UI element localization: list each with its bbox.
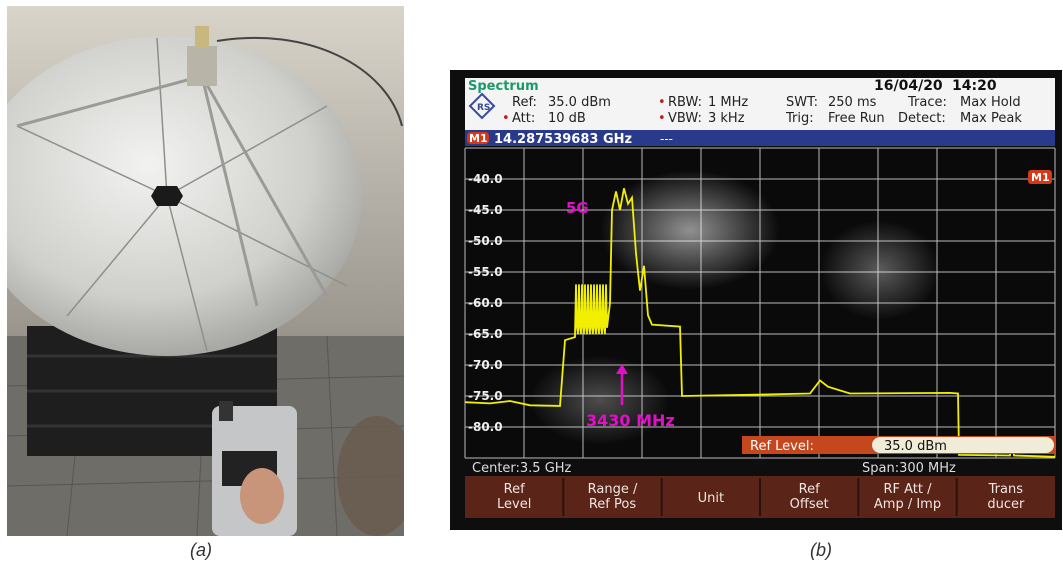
detect-value: Max Peak [960,111,1022,126]
rbw-label: RBW: [668,95,702,110]
y-tick-label: -55.0 [468,265,503,279]
y-tick-label: -50.0 [468,234,503,248]
softkey-button[interactable]: Unit [660,478,724,516]
softkey-label: Ref [799,482,820,497]
satellite-dish [7,36,362,356]
span-label: Span:300 MHz [862,461,956,476]
y-tick-label: -75.0 [468,389,503,403]
vbw-label: VBW: [668,111,702,126]
spectrum-trace [464,188,1056,458]
annotation-5g: 5G [566,199,589,217]
softkey-label: RF Att / [883,482,932,497]
ref-level-value: 35.0 dBm [884,439,947,454]
feed-horn [187,46,217,86]
rbw-value: 1 MHz [708,95,748,110]
marker-flag: M1 [1031,171,1050,184]
y-tick-label: -70.0 [468,358,503,372]
att-label: Att: [512,111,535,126]
center-frequency: Center:3.5 GHz [472,461,572,476]
svg-text:•: • [502,111,510,126]
rs-logo-icon: RS [468,92,496,120]
vbw-value: 3 kHz [708,111,745,126]
softkey-label: Ref [504,482,525,497]
svg-text:•: • [658,111,666,126]
softkey-label: Unit [698,491,724,506]
photo-dish-setup [7,6,404,536]
y-tick-label: -65.0 [468,327,503,341]
swt-value: 250 ms [828,95,877,110]
softkey-label: ducer [987,497,1025,512]
time-label: 14:20 [952,78,997,94]
softkey-label: Level [497,497,531,512]
trig-label: Trig: [785,111,814,126]
softkey-label: Ref Pos [589,497,636,512]
y-tick-label: -45.0 [468,203,503,217]
marker-frequency: 14.287539683 GHz [494,132,632,147]
svg-text:RS: RS [477,103,490,113]
ref-value: 35.0 dBm [548,95,611,110]
caption-b: (b) [810,540,832,560]
dish-photo-illustration [7,6,404,536]
swt-label: SWT: [786,95,818,110]
spectrum-screen: Spectrum 16/04/20 14:20 RS Ref: 35.0 dBm… [450,70,1062,530]
trace-label: Trace: [907,95,947,110]
ref-label: Ref: [512,95,537,110]
softkey-button[interactable]: Range /Ref Pos [562,478,638,516]
caption-a: (a) [190,540,212,560]
softkey-button[interactable]: RF Att /Amp / Imp [857,478,941,516]
softkey-label: Offset [790,497,829,512]
photo-spectrum-analyzer: Spectrum 16/04/20 14:20 RS Ref: 35.0 dBm… [450,70,1062,530]
svg-text:•: • [658,95,666,110]
trace-value: Max Hold [960,95,1021,110]
annotation-frequency: 3430 MHz [586,411,675,430]
softkey-label: Amp / Imp [874,497,941,512]
softkey-label: Trans [988,482,1024,497]
date-label: 16/04/20 [874,78,943,94]
ref-level-label: Ref Level: [750,439,814,454]
y-axis-ticks: -40.0 -45.0 -50.0 -55.0 -60.0 -65.0 -70.0 -75.0… [468,172,503,434]
y-tick-label: -80.0 [468,420,503,434]
att-value: 10 dB [548,111,586,126]
softkey-label: Range / [588,482,638,497]
marker-tag: M1 [469,132,488,145]
trig-value: Free Run [828,111,885,126]
y-tick-label: -60.0 [468,296,503,310]
y-tick-label: -40.0 [468,172,503,186]
mode-label: Spectrum [468,79,539,94]
marker-extra: --- [660,132,673,146]
detect-label: Detect: [898,111,946,126]
